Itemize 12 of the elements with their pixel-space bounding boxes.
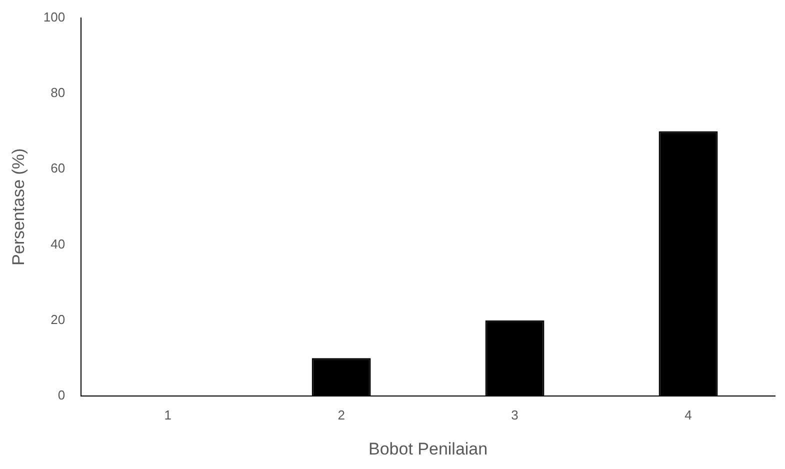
y-axis-title: Persentase (%) bbox=[8, 148, 28, 266]
x-axis-title: Bobot Penilaian bbox=[368, 439, 488, 458]
x-tick-label: 2 bbox=[338, 407, 345, 422]
x-tick-label: 3 bbox=[511, 407, 518, 422]
x-tick-label: 4 bbox=[684, 407, 692, 422]
y-tick-label: 60 bbox=[50, 160, 66, 176]
y-tick-label: 0 bbox=[58, 388, 66, 403]
x-tick-label: 1 bbox=[164, 407, 172, 422]
y-tick-label: 20 bbox=[50, 312, 66, 327]
y-tick-label: 100 bbox=[43, 9, 66, 24]
y-tick-label: 40 bbox=[50, 236, 66, 252]
y-tick-label: 80 bbox=[50, 85, 66, 100]
